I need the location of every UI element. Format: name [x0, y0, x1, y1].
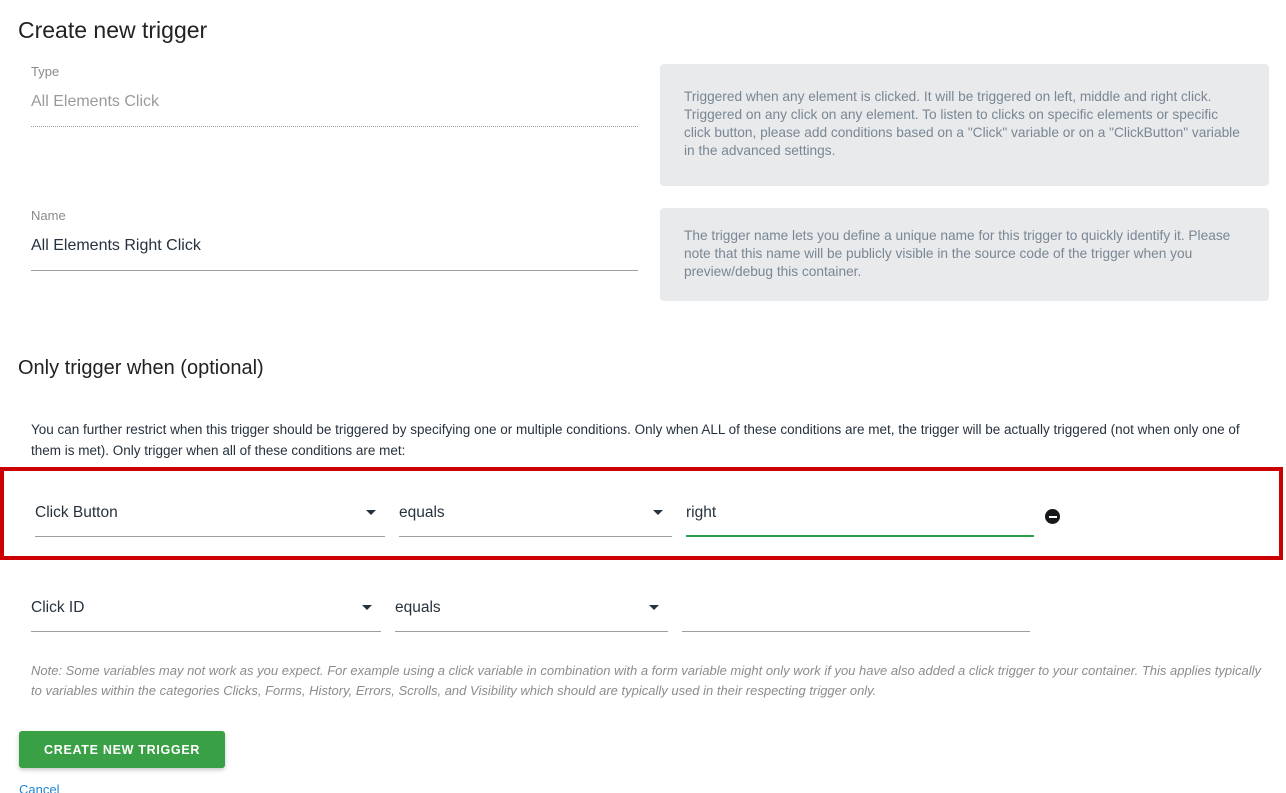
cancel-link[interactable]: Cancel — [19, 782, 60, 793]
caret-down-icon — [653, 510, 663, 515]
name-field: Name — [31, 208, 638, 271]
type-field: Type — [31, 64, 638, 127]
conditions-note: Note: Some variables may not work as you… — [31, 663, 1262, 698]
conditions-intro: You can further restrict when this trigg… — [31, 422, 1240, 458]
caret-down-icon — [366, 510, 376, 515]
condition-1-variable-label: Click Button — [35, 504, 118, 521]
condition-2-value-input[interactable] — [682, 599, 1030, 632]
condition-2-comparison-select[interactable]: equals — [395, 599, 668, 632]
condition-2-variable-label: Click ID — [31, 599, 85, 616]
type-field-row: Type Triggered when any element is click… — [0, 64, 1286, 186]
highlight-annotation-box: Click Button equals — [0, 467, 1283, 560]
condition-row-1: Click Button equals — [35, 504, 1279, 537]
type-field-input — [31, 93, 638, 127]
caret-down-icon — [649, 605, 659, 610]
type-field-label: Type — [31, 64, 60, 79]
condition-2-comparison-label: equals — [395, 599, 441, 616]
name-field-label: Name — [31, 208, 66, 223]
name-help-box: The trigger name lets you define a uniqu… — [660, 208, 1269, 301]
minus-circle-icon[interactable] — [1045, 509, 1060, 524]
condition-1-comparison-label: equals — [399, 504, 445, 521]
page-title: Create new trigger — [18, 17, 208, 43]
type-help-box: Triggered when any element is clicked. I… — [660, 64, 1269, 186]
name-field-input[interactable] — [31, 237, 638, 271]
condition-row-2: Click ID equals — [31, 599, 1286, 632]
create-new-trigger-button[interactable]: CREATE NEW TRIGGER — [19, 731, 226, 768]
condition-1-variable-select[interactable]: Click Button — [35, 504, 385, 537]
condition-1-comparison-select[interactable]: equals — [399, 504, 672, 537]
conditions-heading: Only trigger when (optional) — [18, 357, 264, 379]
caret-down-icon — [362, 605, 372, 610]
condition-1-value-input[interactable] — [686, 504, 1034, 537]
condition-2-variable-select[interactable]: Click ID — [31, 599, 381, 632]
name-field-row: Name The trigger name lets you define a … — [0, 208, 1286, 301]
